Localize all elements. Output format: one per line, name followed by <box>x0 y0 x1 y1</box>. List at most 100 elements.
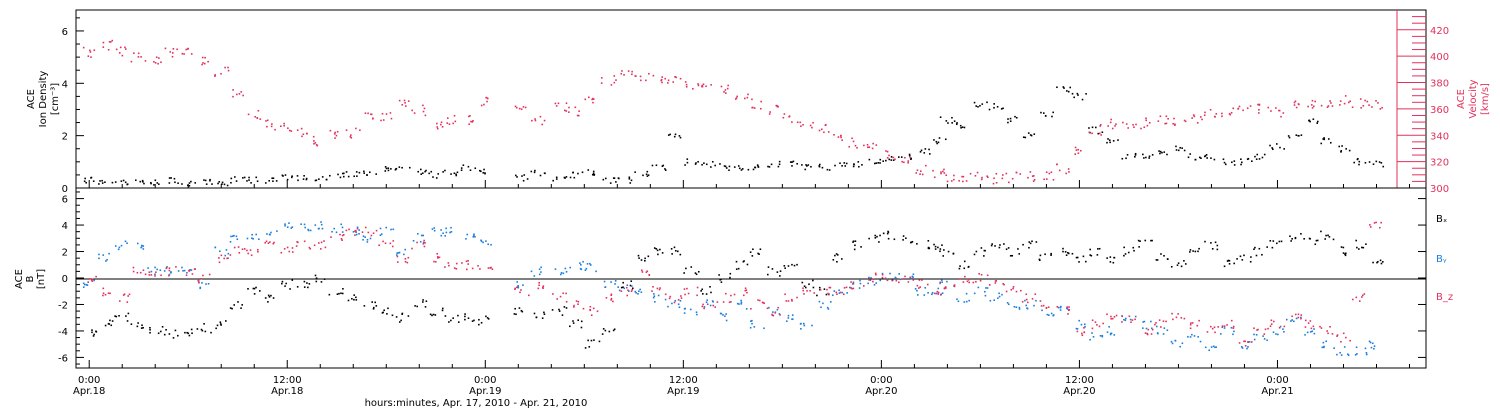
bz-point <box>320 241 323 244</box>
bx-point <box>264 297 267 299</box>
bx-point <box>1289 235 1291 238</box>
ion-density-point <box>398 166 401 168</box>
ion-density-point <box>910 158 912 161</box>
time-tick-label: 0:00 <box>78 375 100 386</box>
bx-point <box>1332 238 1335 241</box>
bx-point <box>793 264 796 267</box>
by-point <box>695 311 698 314</box>
by-point <box>290 227 293 229</box>
velocity-point <box>811 126 813 129</box>
by-point <box>722 314 724 316</box>
ion-density-point <box>90 177 92 179</box>
ion-density-point <box>221 183 223 185</box>
bz-point <box>104 293 107 296</box>
bx-point <box>823 288 826 290</box>
ion-density-point <box>1015 116 1018 119</box>
bx-point <box>414 305 416 307</box>
ion-density-point <box>645 173 648 176</box>
ion-density-point <box>271 177 273 180</box>
velocity-point <box>514 105 517 108</box>
by-point <box>595 270 597 273</box>
bx-point <box>841 258 843 260</box>
bz-point <box>645 271 648 274</box>
velocity-point <box>886 156 889 159</box>
velocity-point <box>1242 109 1244 112</box>
bz-point <box>1291 315 1293 318</box>
bx-point <box>168 333 171 335</box>
by-point <box>1142 321 1144 323</box>
by-point <box>1354 353 1357 356</box>
velocity-point <box>577 114 580 117</box>
bx-point <box>115 315 118 318</box>
bx-point <box>296 286 299 288</box>
ion-density-point <box>1101 131 1104 134</box>
ion-density-point <box>467 165 470 168</box>
ion-density-point <box>1320 142 1323 145</box>
bx-point <box>1315 239 1318 242</box>
by-point <box>986 287 989 289</box>
by-point <box>1262 335 1264 337</box>
by-point <box>683 312 686 314</box>
by-point <box>420 234 423 237</box>
by-point <box>671 302 673 305</box>
bx-point <box>467 317 470 319</box>
bz-point <box>168 274 170 277</box>
velocity-point <box>753 107 756 109</box>
velocity-point <box>584 98 587 101</box>
ion-density-point <box>1134 152 1137 155</box>
bz-point <box>683 288 686 290</box>
by-point <box>397 252 400 254</box>
velocity-point <box>1364 99 1366 102</box>
bz-point <box>895 279 898 282</box>
ion-density-point <box>789 161 792 163</box>
bx-point <box>834 254 836 257</box>
ion-density-point <box>810 165 812 168</box>
bx-point <box>1194 250 1197 253</box>
by-point <box>233 234 235 237</box>
bx-point <box>303 280 306 283</box>
bx-point <box>1300 232 1302 235</box>
bz-point <box>1151 328 1154 331</box>
ion-density-point <box>99 180 101 182</box>
velocity-point <box>1005 172 1008 175</box>
ion-density-point <box>933 139 935 141</box>
bx-point <box>1291 238 1293 240</box>
bz-point <box>489 267 492 269</box>
by-point <box>1157 332 1159 335</box>
ion-density-point <box>1368 161 1371 163</box>
ion-density-point <box>1158 150 1160 152</box>
ion-density-point <box>297 179 299 182</box>
ion-density-point <box>390 168 392 170</box>
bx-point <box>1082 255 1085 258</box>
velocity-point <box>919 170 922 172</box>
bz-point <box>139 271 142 274</box>
bz-point <box>109 292 111 295</box>
ion-density-point <box>662 164 665 167</box>
bz-point <box>921 279 923 281</box>
by-point <box>1099 335 1102 337</box>
bx-point <box>448 321 450 323</box>
velocity-point <box>848 145 851 148</box>
bx-point <box>622 286 624 288</box>
bx-point <box>400 319 402 322</box>
by-point <box>1339 351 1341 354</box>
bx-point <box>561 314 564 316</box>
bz-point <box>1310 327 1313 330</box>
ion-density-point <box>1380 162 1383 164</box>
velocity-point <box>1311 107 1314 109</box>
bx-point <box>268 296 271 298</box>
ion-density-point <box>248 179 250 181</box>
by-point <box>286 226 289 228</box>
bx-point <box>157 332 160 335</box>
bz-point <box>980 273 983 276</box>
by-point <box>630 285 633 287</box>
by-point <box>689 308 692 311</box>
bz-point <box>90 279 93 281</box>
bz-point <box>467 259 469 262</box>
bz-point <box>309 247 312 250</box>
velocity-point <box>453 114 456 117</box>
by-point <box>931 293 933 296</box>
bz-point <box>577 300 580 303</box>
bx-point <box>735 260 738 263</box>
bx-point <box>647 255 650 258</box>
